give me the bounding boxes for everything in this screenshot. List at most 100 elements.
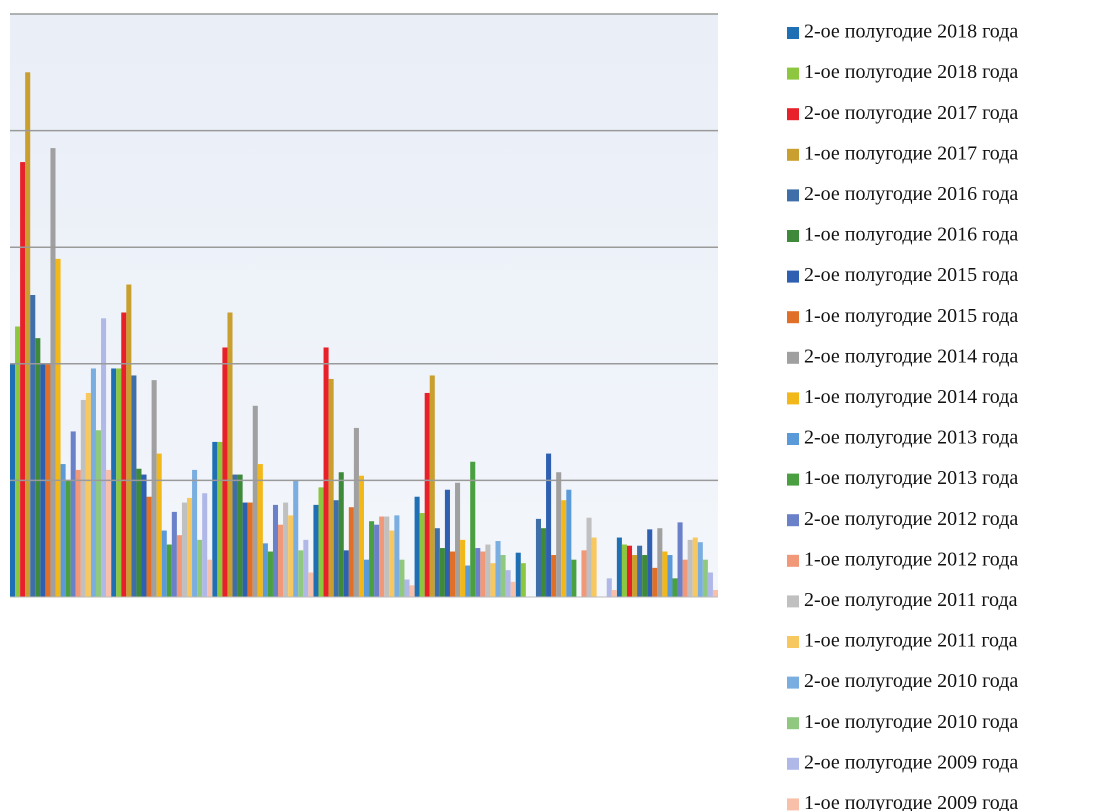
bar bbox=[687, 539, 693, 597]
bar bbox=[470, 461, 476, 597]
bar bbox=[50, 148, 56, 597]
bar bbox=[318, 487, 324, 597]
bar bbox=[70, 431, 76, 597]
bar bbox=[551, 555, 557, 597]
bar bbox=[187, 497, 193, 597]
legend-label: 1-ое полугодие 2016 года bbox=[804, 224, 1018, 246]
bar bbox=[369, 521, 375, 597]
bar bbox=[490, 563, 496, 597]
bar bbox=[434, 528, 440, 597]
bar bbox=[95, 430, 102, 597]
legend-swatch bbox=[787, 595, 799, 608]
bar bbox=[20, 162, 26, 597]
legend-swatch bbox=[787, 189, 799, 202]
bar bbox=[571, 559, 577, 597]
legend-swatch bbox=[787, 798, 799, 811]
bar bbox=[121, 312, 127, 597]
bar bbox=[444, 489, 450, 597]
bar bbox=[606, 578, 612, 597]
bar bbox=[15, 326, 21, 597]
bar bbox=[682, 559, 688, 597]
bar bbox=[556, 472, 562, 597]
bar bbox=[171, 511, 177, 597]
bar bbox=[161, 530, 167, 597]
bar bbox=[328, 378, 334, 597]
legend-swatch bbox=[787, 351, 799, 364]
legend-swatch bbox=[787, 514, 799, 527]
bar bbox=[414, 496, 420, 597]
bar bbox=[399, 559, 405, 597]
bar bbox=[338, 472, 344, 597]
bar bbox=[409, 585, 415, 597]
legend-swatch bbox=[787, 636, 799, 648]
bar bbox=[111, 368, 117, 597]
bar bbox=[647, 529, 653, 597]
bar bbox=[308, 572, 314, 597]
bar bbox=[510, 581, 516, 597]
bar bbox=[323, 347, 329, 597]
bar bbox=[465, 565, 471, 597]
bar bbox=[101, 318, 107, 597]
bar bbox=[126, 284, 132, 597]
bar bbox=[626, 545, 633, 597]
bar bbox=[495, 541, 501, 597]
legend-swatch bbox=[787, 67, 799, 80]
bar bbox=[657, 528, 663, 597]
bar bbox=[267, 551, 273, 597]
bar bbox=[566, 489, 572, 597]
bar bbox=[637, 545, 643, 597]
bar bbox=[505, 570, 511, 597]
bar bbox=[262, 543, 268, 597]
bar bbox=[662, 551, 668, 597]
bar bbox=[394, 515, 400, 597]
bar bbox=[288, 515, 294, 597]
legend-swatch bbox=[787, 108, 799, 121]
bar bbox=[611, 590, 617, 597]
legend-label: 1-ое полугодие 2018 года bbox=[804, 61, 1018, 83]
bar bbox=[364, 559, 370, 597]
legend-swatch bbox=[787, 270, 799, 283]
bar bbox=[222, 347, 228, 597]
bar bbox=[303, 539, 309, 597]
bar bbox=[202, 493, 208, 597]
bar bbox=[616, 537, 622, 597]
bar bbox=[485, 544, 491, 597]
bar bbox=[156, 453, 162, 597]
bar bbox=[25, 72, 31, 598]
bar bbox=[35, 338, 41, 597]
legend-label: 1-ое полугодие 2015 года bbox=[804, 305, 1018, 327]
bar bbox=[106, 469, 112, 597]
bar bbox=[283, 502, 289, 597]
bar bbox=[136, 468, 142, 597]
bar bbox=[212, 441, 218, 597]
legend-label: 2-ое полугодие 2012 года bbox=[804, 508, 1018, 530]
bar bbox=[692, 537, 698, 597]
bar bbox=[181, 502, 187, 597]
legend-swatch bbox=[787, 554, 799, 567]
bar bbox=[65, 480, 71, 597]
legend-swatch bbox=[787, 148, 799, 161]
legend-label: 2-ое полугодие 2014 года bbox=[804, 345, 1018, 367]
bar bbox=[581, 550, 587, 597]
bar bbox=[535, 518, 541, 597]
legend-label: 2-ое полугодие 2011 года bbox=[804, 589, 1018, 611]
legend-swatch bbox=[787, 433, 799, 445]
bar bbox=[672, 578, 678, 597]
legend-swatch bbox=[787, 311, 799, 324]
bar bbox=[232, 474, 238, 597]
bar bbox=[197, 539, 203, 597]
legend-label: 1-ое полугодие 2010 года bbox=[804, 711, 1018, 733]
bar bbox=[667, 555, 673, 597]
bar bbox=[707, 572, 713, 597]
bar bbox=[389, 530, 395, 597]
bar bbox=[561, 500, 567, 597]
legend-label: 1-ое полугодие 2012 года bbox=[804, 548, 1018, 570]
bar bbox=[116, 368, 122, 597]
bar bbox=[712, 590, 718, 597]
bar bbox=[475, 548, 481, 597]
bar bbox=[313, 504, 319, 597]
bar bbox=[151, 380, 157, 597]
bar bbox=[237, 474, 243, 597]
bar bbox=[424, 392, 430, 597]
bar bbox=[546, 453, 552, 597]
